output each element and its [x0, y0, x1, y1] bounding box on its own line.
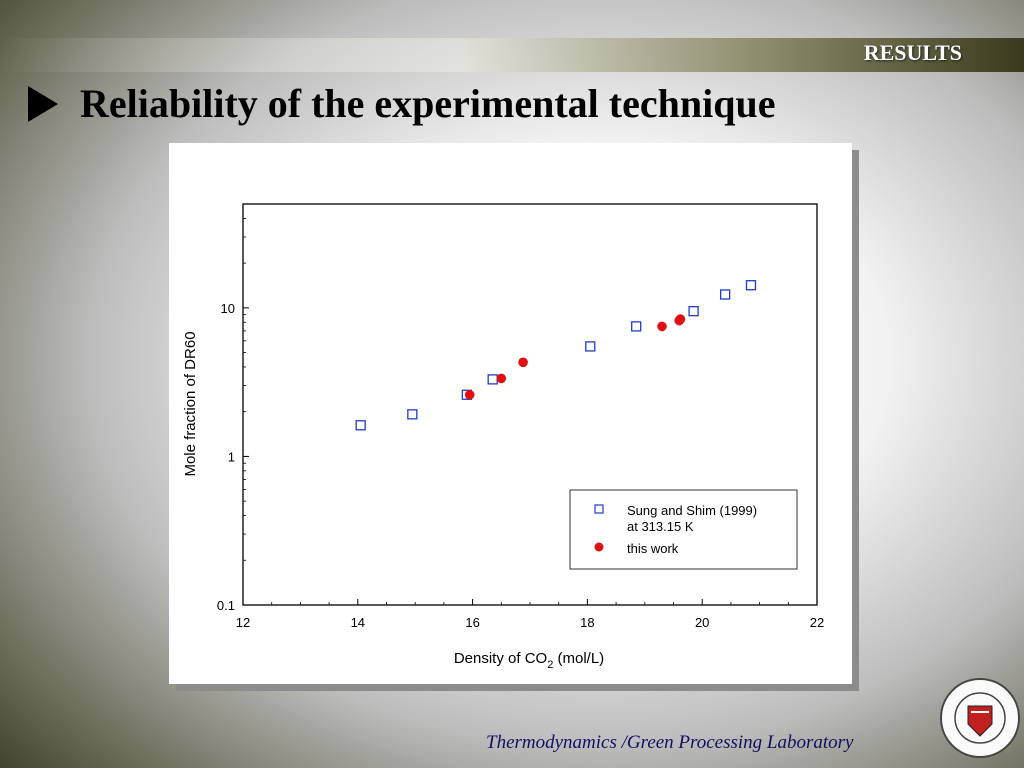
legend: Sung and Shim (1999) at 313.15 K this wo… — [569, 489, 798, 570]
filled-circle-point — [657, 321, 667, 332]
open-square-point — [407, 409, 418, 420]
y-axis-label: Mole fraction of DR60 — [182, 331, 199, 476]
open-square-point — [355, 420, 366, 431]
x-tick-label: 22 — [810, 615, 824, 630]
legend-box — [569, 489, 798, 570]
filled-circle-point — [464, 389, 475, 400]
x-tick-label: 14 — [351, 615, 365, 630]
data-points — [355, 280, 757, 431]
university-seal-icon — [940, 678, 1020, 758]
open-square-point — [745, 280, 757, 291]
y-tick-label: 1 — [228, 449, 235, 464]
section-label: RESULTS — [863, 40, 962, 65]
y-tick-label: 10 — [221, 301, 235, 316]
y-axis-ticks: 0.1 1 10 — [217, 301, 249, 613]
open-square-point — [631, 321, 642, 332]
triangle-right-icon — [28, 85, 58, 122]
header-band — [0, 38, 1024, 72]
legend-open-square-icon — [594, 504, 604, 514]
legend-label-2: this work — [627, 541, 679, 556]
x-tick-label: 12 — [236, 615, 250, 630]
open-square-point — [487, 374, 498, 385]
y-tick-label: 0.1 — [217, 598, 235, 613]
x-tick-label: 18 — [580, 615, 594, 630]
scatter-chart: 12 14 16 18 20 22 0.1 1 10 Density of CO2 (mol/… — [182, 203, 824, 671]
x-axis-ticks: 12 14 16 18 20 22 — [236, 599, 824, 630]
open-square-point — [720, 289, 731, 300]
title-row: Reliability of the experimental techniqu… — [28, 80, 775, 127]
open-square-point — [585, 341, 596, 352]
filled-circle-point — [518, 357, 528, 368]
x-minor-ticks — [271, 602, 789, 605]
lab-footer: Thermodynamics /Green Processing Laborat… — [486, 732, 854, 753]
legend-label-1-line2: at 313.15 K — [627, 519, 694, 534]
open-square-point — [688, 306, 699, 317]
x-tick-label: 16 — [465, 615, 479, 630]
y-minor-ticks — [243, 217, 246, 561]
slide-title: Reliability of the experimental techniqu… — [80, 81, 776, 126]
filled-circle-point — [675, 314, 686, 324]
x-tick-label: 20 — [695, 615, 709, 630]
chart-panel — [169, 143, 852, 684]
x-axis-label: Density of CO2 (mol/L) — [454, 650, 604, 671]
filled-circle-point — [496, 373, 507, 384]
legend-filled-circle-icon — [594, 542, 604, 552]
legend-label-1: Sung and Shim (1999) — [627, 503, 757, 518]
